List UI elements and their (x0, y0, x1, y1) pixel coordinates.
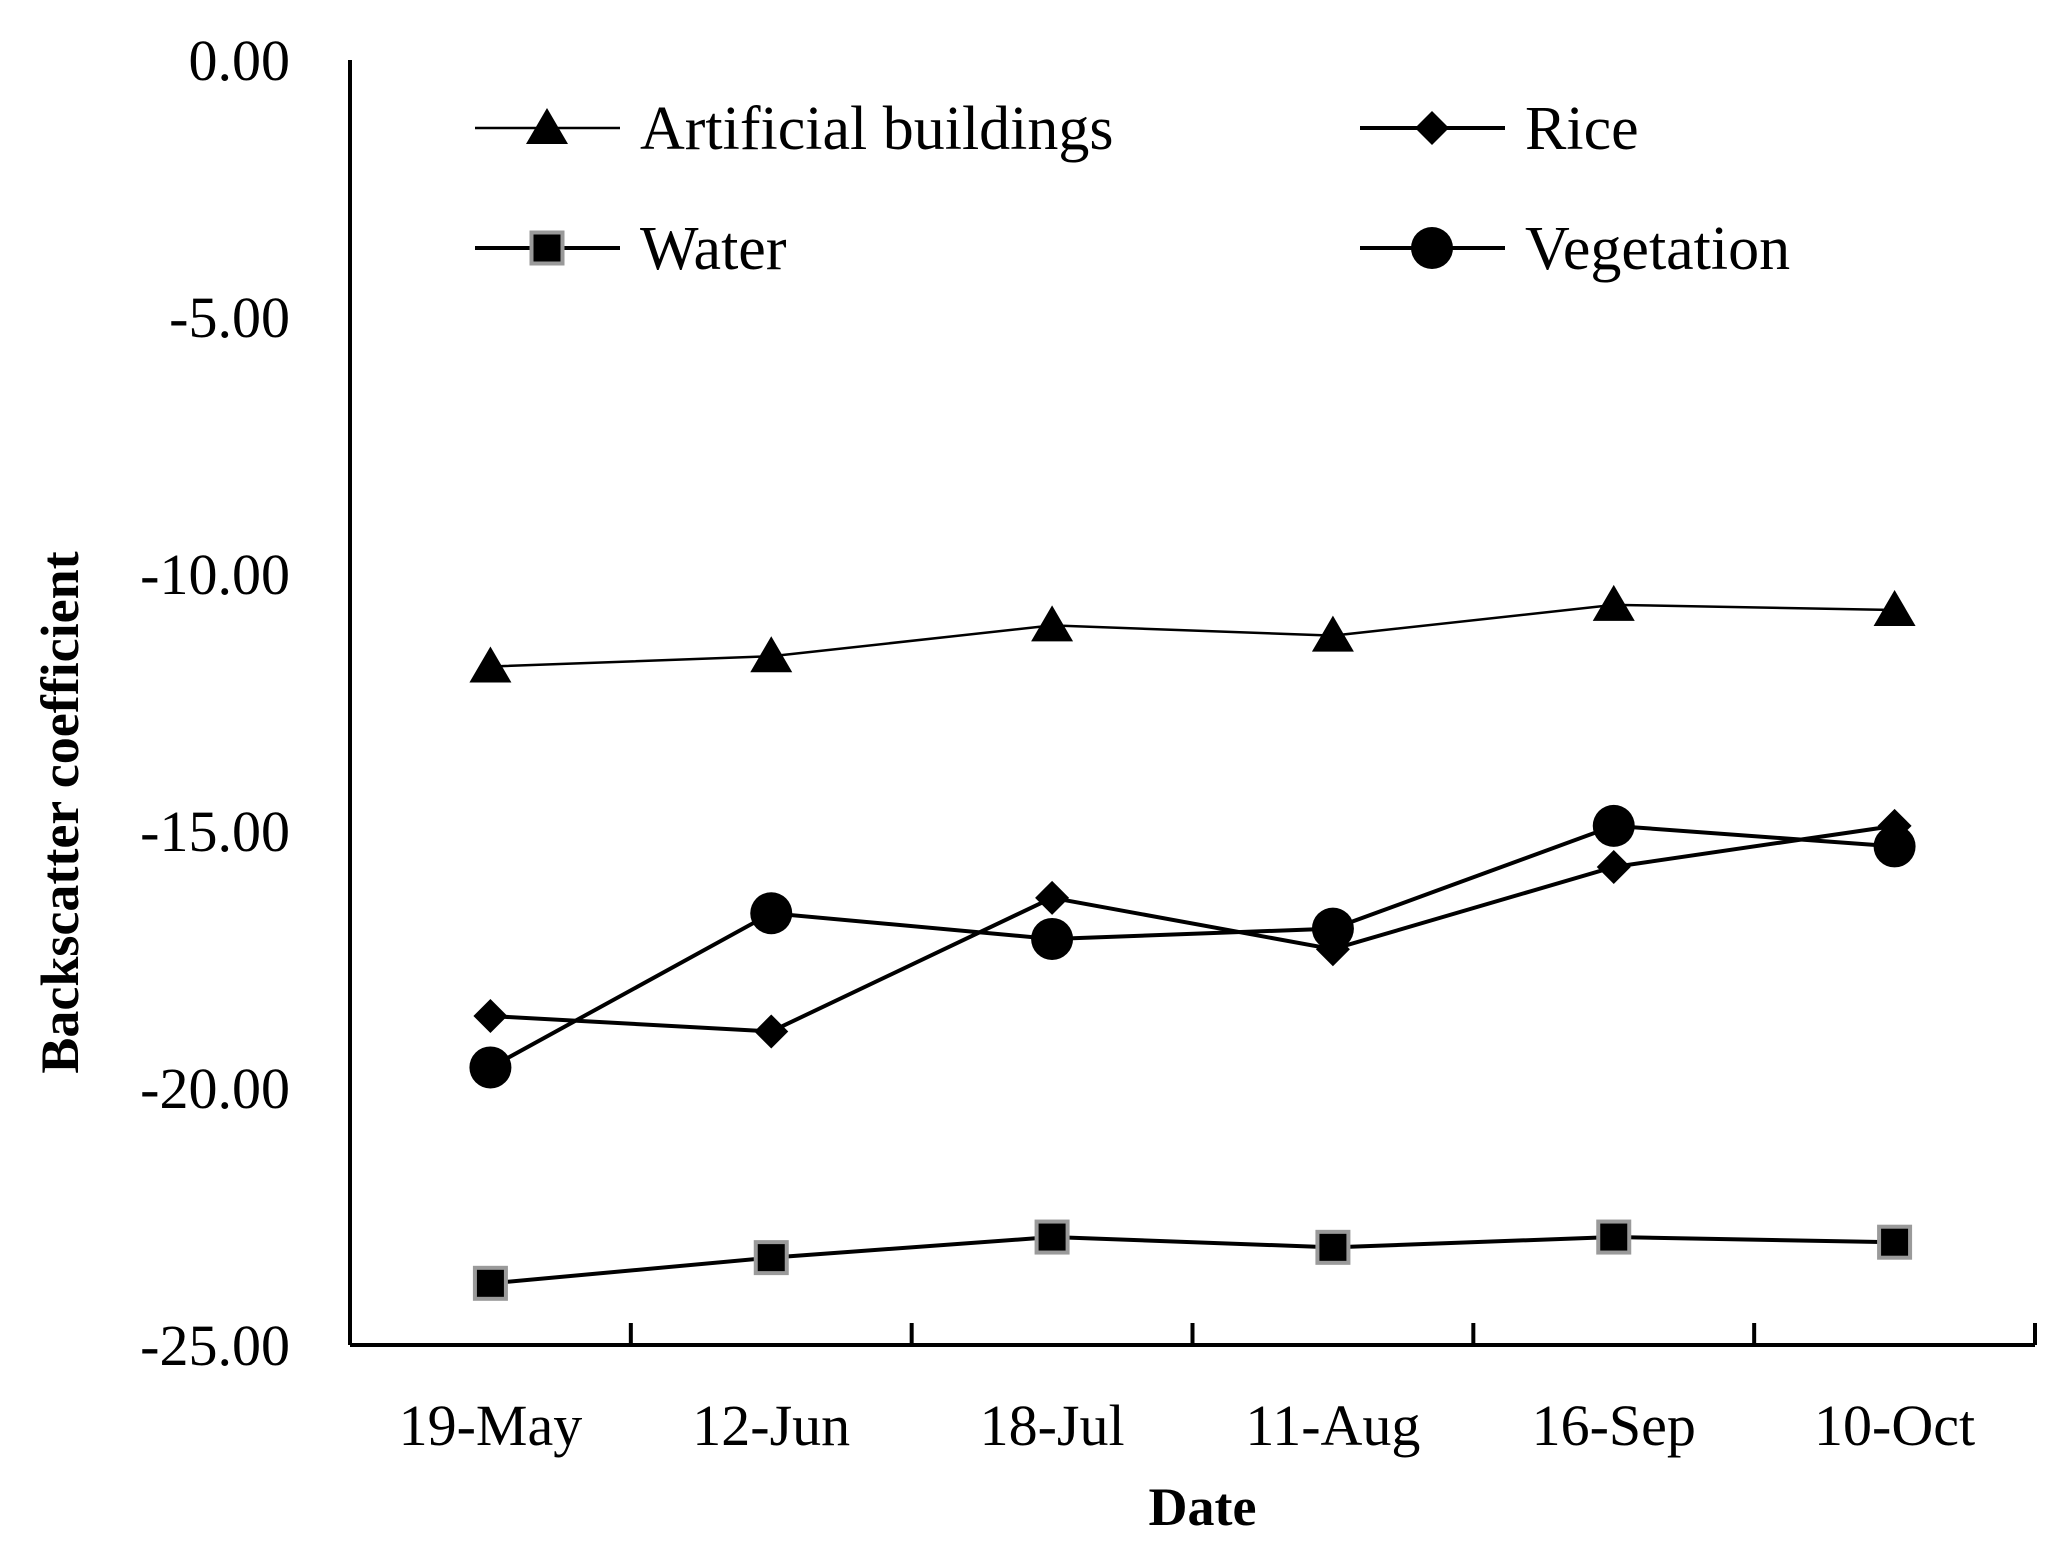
y-tick-label: -10.00 (140, 542, 290, 607)
data-point-vegetation (1873, 825, 1916, 868)
legend-item-rice: Rice (1360, 95, 1639, 163)
legend-marker-rice (1415, 111, 1449, 145)
data-point-vegetation (1311, 907, 1354, 950)
series-layer (469, 584, 1916, 1301)
x-tick-label: 18-Jul (980, 1393, 1125, 1458)
series-line-water (490, 1235, 1895, 1286)
data-point-water (1596, 1219, 1632, 1255)
y-axis-title: Backscatter coefficient (30, 551, 90, 1073)
data-point-vegetation (469, 1046, 512, 1089)
legend-label: Rice (1525, 95, 1639, 163)
data-point-water (1877, 1224, 1913, 1260)
legend-marker-artificial-buildings (526, 108, 568, 144)
legend-marker-vegetation (1411, 227, 1453, 269)
data-point-vegetation (750, 892, 793, 935)
legend-marker-water (529, 230, 565, 266)
x-axis-title: Date (1149, 1477, 1257, 1537)
data-point-artificial-buildings (1592, 584, 1635, 621)
y-tick-label: -5.00 (169, 285, 290, 350)
data-point-vegetation (1031, 917, 1074, 960)
data-point-vegetation (1592, 804, 1635, 847)
series-line-artificial-buildings (490, 603, 1895, 668)
y-tick-label: -20.00 (140, 1056, 290, 1121)
data-point-artificial-buildings (1873, 589, 1916, 626)
x-tick-label: 16-Sep (1532, 1393, 1696, 1458)
legend-label: Vegetation (1525, 215, 1790, 283)
x-tick-label: 12-Jun (692, 1393, 850, 1458)
data-point-rice (473, 999, 508, 1034)
y-tick-label: 0.00 (189, 28, 291, 93)
legend-item-vegetation: Vegetation (1360, 215, 1790, 283)
data-point-rice (1035, 880, 1070, 915)
data-point-rice (1596, 849, 1631, 884)
legend-label: Artificial buildings (640, 95, 1114, 163)
x-tick-label: 11-Aug (1245, 1393, 1420, 1458)
data-point-water (1034, 1219, 1070, 1255)
data-point-artificial-buildings (469, 646, 512, 683)
legend-item-artificial-buildings: Artificial buildings (475, 95, 1114, 163)
series-water (472, 1219, 1913, 1301)
x-tick-label: 19-May (399, 1393, 583, 1458)
y-tick-label: -25.00 (140, 1313, 290, 1378)
y-axis-ticks: 0.00 -5.00 -10.00 -15.00 -20.00 -25.00 (140, 28, 290, 1378)
x-tick-label: 10-Oct (1814, 1393, 1975, 1458)
data-point-artificial-buildings (1311, 615, 1354, 652)
series-vegetation (469, 804, 1916, 1089)
data-point-artificial-buildings (1031, 605, 1074, 642)
data-point-rice (754, 1014, 789, 1049)
legend-label: Water (640, 215, 787, 283)
data-point-artificial-buildings (750, 636, 793, 673)
legend: Artificial buildings Rice Water Vegetation (475, 95, 1790, 283)
data-point-water (472, 1265, 508, 1301)
series-line-vegetation (489, 823, 1895, 1070)
y-tick-label: -15.00 (140, 799, 290, 864)
legend-item-water: Water (475, 215, 787, 283)
x-axis-ticks: 19-May 12-Jun 18-Jul 11-Aug 16-Sep 10-Oct (399, 1323, 2037, 1458)
series-line-rice (490, 823, 1895, 1034)
series-artificial-buildings (469, 584, 1916, 683)
data-point-water (1315, 1229, 1351, 1265)
data-point-water (753, 1240, 789, 1276)
